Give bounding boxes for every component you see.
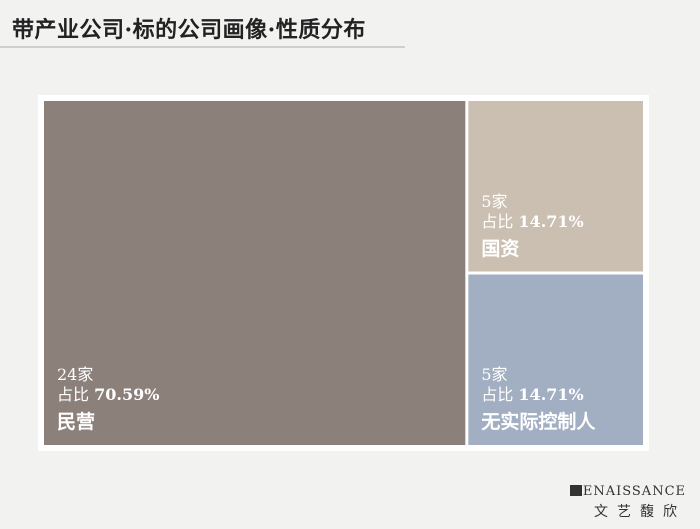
count-label: 5家	[481, 365, 508, 384]
share-label: 占比 14.71%	[481, 212, 583, 232]
brand-logo: ENAISSANCE 文艺馥欣	[569, 484, 686, 521]
title-divider	[0, 46, 405, 48]
logo-chinese: 文艺馥欣	[594, 504, 686, 520]
logo-mark-icon	[569, 485, 582, 496]
share-label: 占比 14.71%	[481, 385, 595, 405]
category-name: 无实际控制人	[481, 411, 596, 433]
logo-wordmark: ENAISSANCE	[569, 484, 686, 499]
treemap-cell-state	[468, 101, 643, 272]
treemap-svg	[44, 101, 643, 445]
page-title: 带产业公司·标的公司画像·性质分布	[12, 17, 366, 43]
share-label: 占比 70.59%	[57, 385, 159, 405]
share-value: 70.59%	[94, 385, 160, 404]
cell-label-no-controller: 5家 占比 14.71% 无实际控制人	[481, 365, 595, 435]
treemap-chart: 24家 占比 70.59% 民营 5家 占比 14.71% 国资 5家 占比 1…	[38, 95, 649, 451]
count-label: 24家	[57, 365, 94, 384]
category-name: 国资	[481, 237, 520, 260]
category-name: 民营	[57, 411, 96, 433]
cell-label-private: 24家 占比 70.59% 民营	[57, 365, 159, 435]
share-prefix: 占比	[481, 385, 514, 404]
count-label: 5家	[481, 191, 508, 211]
share-value: 14.71%	[518, 385, 584, 404]
cell-label-state: 5家 占比 14.71% 国资	[481, 192, 583, 262]
share-prefix: 占比	[481, 211, 514, 231]
treemap-cell-no-controller	[468, 274, 643, 445]
treemap-cell-private	[44, 101, 466, 445]
share-value: 14.71%	[518, 211, 584, 231]
share-prefix: 占比	[57, 385, 90, 404]
